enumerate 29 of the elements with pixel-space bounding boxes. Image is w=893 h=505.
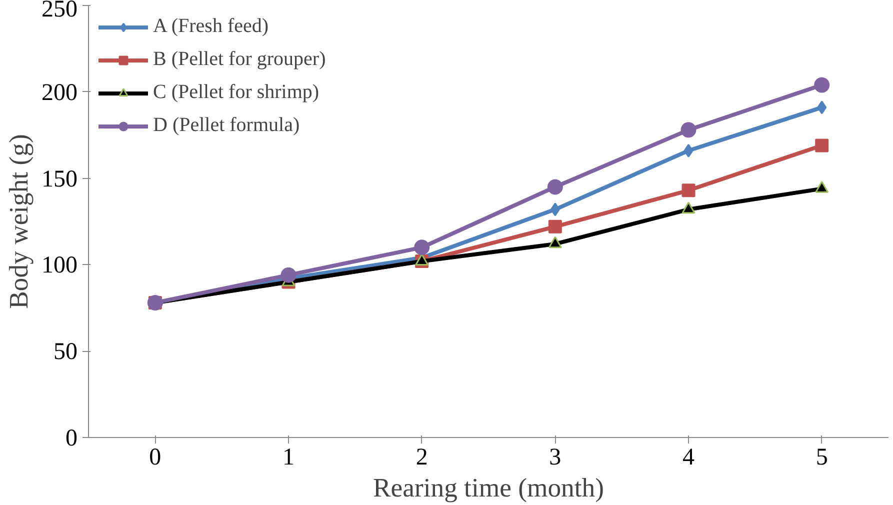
point: [684, 144, 694, 158]
legend-label: A (Fresh feed): [153, 15, 269, 38]
y-tick-label: 100: [42, 252, 78, 279]
x-axis-title: Rearing time (month): [373, 472, 604, 502]
point: [550, 202, 560, 216]
x-tick-label: 1: [282, 444, 294, 470]
point: [817, 100, 827, 114]
point: [815, 138, 829, 152]
point: [680, 122, 696, 138]
point: [548, 220, 562, 234]
x-tick-label: 3: [549, 444, 562, 470]
legend-label: C (Pellet for shrimp): [153, 81, 320, 104]
point: [414, 240, 430, 256]
y-tick-label: 50: [54, 339, 78, 366]
x-tick-label: 4: [682, 444, 694, 470]
y-axis-title: Body weight (g): [4, 134, 34, 309]
legend-label: B (Pellet for grouper): [153, 48, 326, 71]
y-tick-label: 250: [42, 0, 78, 22]
x-tick-label: 0: [149, 444, 162, 470]
point: [547, 179, 563, 195]
y-tick-label: 200: [42, 80, 78, 106]
y-tick-label: 150: [42, 166, 78, 192]
point: [814, 77, 830, 93]
y-tick-label: 0: [66, 426, 78, 452]
x-tick-label: 2: [416, 444, 428, 470]
legend-label: D (Pellet formula): [153, 114, 300, 137]
x-tick-label: 5: [816, 444, 828, 470]
point: [682, 184, 696, 198]
point: [280, 267, 296, 283]
